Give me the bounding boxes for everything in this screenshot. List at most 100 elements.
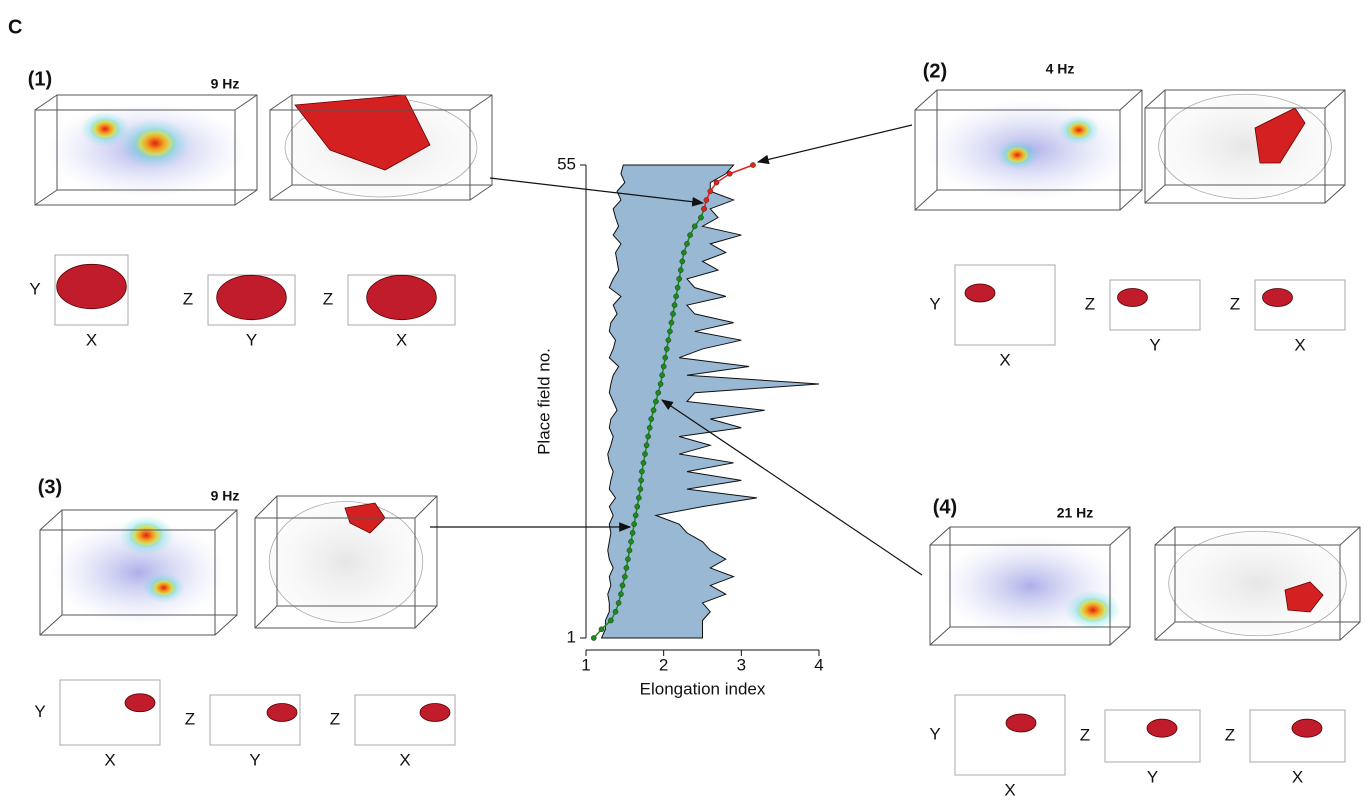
box-face [291, 94, 493, 186]
series-point [628, 538, 634, 545]
panel-label: (3) [38, 476, 62, 498]
view-frame [1104, 709, 1201, 763]
view-frame [1249, 709, 1346, 763]
field-projection [124, 693, 156, 713]
series-point [703, 197, 710, 203]
box-edge [34, 94, 58, 111]
x-tick-label: 4 [814, 655, 823, 674]
series-point [626, 547, 633, 554]
series-point [713, 179, 720, 186]
box-edge [34, 189, 58, 206]
field-projection [1291, 718, 1323, 738]
box-3d [34, 94, 258, 206]
box-edge [1109, 626, 1131, 646]
heat-spot [1075, 597, 1111, 623]
box-3d [269, 94, 493, 201]
box-edge [1144, 89, 1166, 109]
box-edge [414, 605, 438, 629]
series-point [750, 162, 756, 168]
box-edge [254, 605, 278, 629]
field-mesh [294, 94, 431, 171]
series-point [638, 477, 644, 484]
firing-rate: 21 Hz [1057, 505, 1094, 521]
mesh-envelope [1158, 93, 1332, 200]
box-face [914, 109, 1121, 211]
field-projection [56, 263, 127, 310]
box-edge [234, 94, 258, 111]
series-point [679, 258, 686, 265]
arrow [489, 177, 705, 207]
box-3d [1154, 526, 1361, 641]
series-point [618, 591, 624, 598]
field-projection [419, 703, 451, 722]
box-edge [469, 94, 493, 111]
series-point [643, 442, 650, 449]
series-point [639, 468, 645, 475]
box-edge [1339, 621, 1361, 641]
field-projection [1005, 713, 1037, 733]
heat-spot [150, 578, 177, 598]
firing-rate: 9 Hz [211, 76, 240, 92]
series-point [726, 170, 733, 177]
field-projection [266, 703, 298, 722]
series-point [650, 407, 657, 414]
series-point [632, 512, 639, 519]
series-point [629, 530, 636, 536]
range-area [600, 164, 820, 639]
box-face [1164, 89, 1346, 186]
series-point [687, 232, 693, 238]
box-face [34, 109, 236, 206]
x-tick-label: 3 [737, 655, 746, 674]
series-point [673, 293, 679, 300]
view-axis-h: Y [249, 750, 260, 769]
box-edge [214, 509, 238, 531]
box-face [949, 526, 1131, 628]
series-point [660, 363, 667, 370]
figure-label: C [8, 16, 22, 38]
panels: (1) 9 Hz Y X Z Y Z X (2) 4 Hz Y X Z Y Z X (3) 9 Hz Y X Z Y Z X (… [28, 60, 1361, 799]
box-edge [1144, 184, 1166, 204]
series-point [701, 205, 707, 212]
arrows [430, 124, 923, 576]
box-edge [1154, 621, 1176, 641]
panel-label: (4) [933, 496, 957, 518]
view-frame [954, 264, 1056, 346]
box-edge [929, 526, 951, 546]
box-face [269, 109, 471, 201]
series-point [640, 460, 647, 466]
series-point [691, 223, 698, 230]
mesh-envelope [1168, 530, 1347, 637]
field-projection [1117, 288, 1148, 307]
box-face [1154, 544, 1341, 641]
mesh-envelope [268, 501, 424, 623]
field-projection [1262, 288, 1293, 307]
view-axis-h: X [104, 750, 115, 769]
series-point [612, 608, 619, 615]
series-point [662, 354, 669, 361]
box-edge [1119, 89, 1143, 111]
view-axis-v: Y [29, 279, 40, 298]
view-axis-h: Y [246, 330, 257, 349]
box-face [276, 495, 438, 607]
box-face [936, 89, 1143, 191]
view-axis-v: Z [1085, 294, 1095, 313]
series-point [659, 372, 665, 379]
y-tick-label: 1 [567, 627, 576, 646]
box-edge [214, 614, 238, 636]
series-point [646, 424, 653, 431]
view-frame [954, 694, 1066, 776]
field-mesh [1284, 581, 1324, 613]
view-axis-h: X [1004, 780, 1015, 799]
view-axis-v: Z [183, 289, 193, 308]
haze [51, 520, 226, 625]
chart: 1 55 1 2 3 4 Elongation index Place field no. [534, 154, 823, 698]
heat-spot [89, 117, 121, 141]
series-point [631, 521, 637, 527]
series-point [684, 241, 690, 247]
box-face [929, 544, 1111, 646]
series-point [622, 573, 628, 580]
series-point [674, 284, 681, 291]
view-axis-v: Z [323, 289, 333, 308]
series-point [657, 381, 664, 387]
